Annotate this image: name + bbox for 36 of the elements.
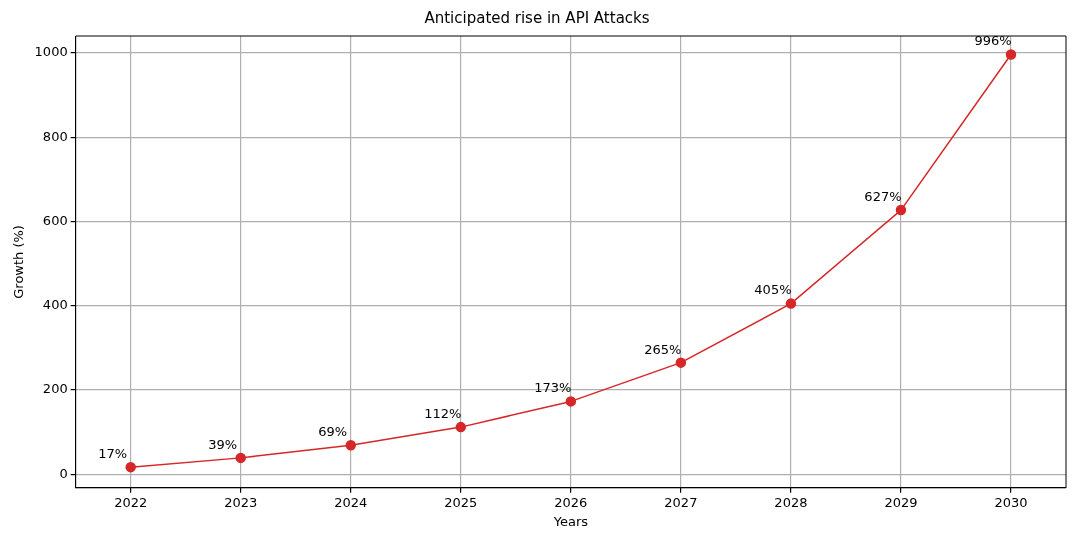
x-tick-label: 2029 <box>884 494 918 510</box>
x-tick-label: 2030 <box>994 494 1028 510</box>
point <box>895 204 907 216</box>
x-tick-label: 2026 <box>554 494 588 510</box>
point <box>1005 49 1017 60</box>
data-label: 627% <box>864 188 902 204</box>
x-tick-label: 2025 <box>444 494 478 510</box>
data-label: 173% <box>534 380 572 396</box>
point <box>785 298 797 309</box>
x-tick-label: 2027 <box>664 494 698 510</box>
y-tick-label: 400 <box>42 297 68 313</box>
point <box>565 396 577 407</box>
x-tick-label: 2024 <box>334 494 368 510</box>
x-tick-label: 2023 <box>224 494 258 510</box>
point <box>675 357 687 368</box>
y-tick-label: 1000 <box>34 44 68 60</box>
y-tick-label: 200 <box>42 381 68 397</box>
chart-title: Anticipated rise in API Attacks <box>424 8 650 27</box>
x-axis-title: Years <box>552 513 589 529</box>
point <box>345 439 357 451</box>
y-tick-label: 600 <box>42 212 68 228</box>
data-label: 112% <box>424 405 462 421</box>
y-tick-label: 800 <box>42 128 68 144</box>
y-tick-label: 0 <box>59 465 68 481</box>
x-tick-label: 2022 <box>114 494 148 510</box>
point <box>455 421 467 433</box>
data-label: 69% <box>318 424 348 440</box>
point <box>125 461 136 473</box>
x-tick-label: 2028 <box>774 494 808 510</box>
y-axis-title: Growth (%) <box>11 225 27 299</box>
data-label: 39% <box>208 436 238 452</box>
data-label: 996% <box>974 33 1012 49</box>
point <box>235 452 246 464</box>
data-label: 265% <box>644 341 682 357</box>
data-label: 17% <box>98 446 128 462</box>
data-label: 405% <box>754 282 792 298</box>
